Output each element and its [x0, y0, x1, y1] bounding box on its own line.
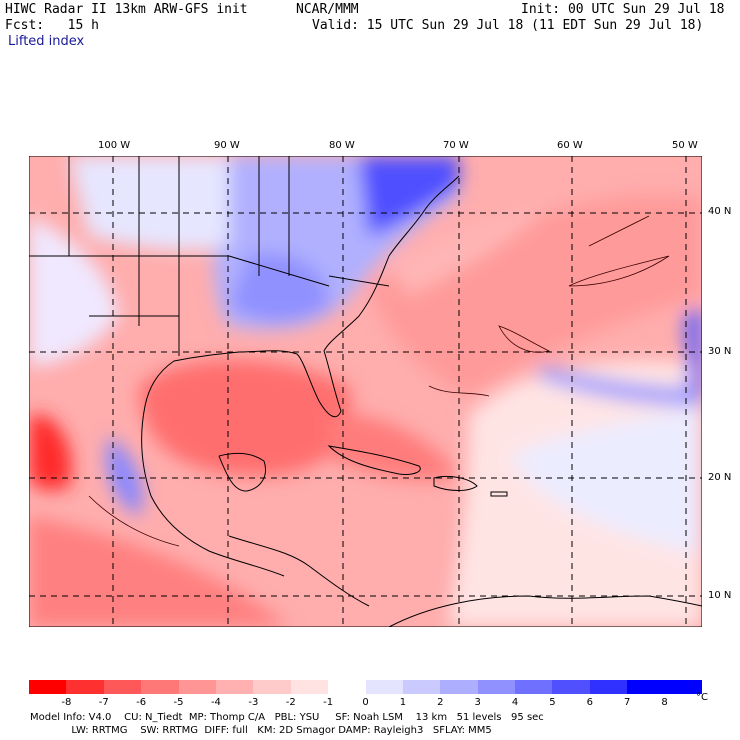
- colorbar-swatch: [178, 680, 216, 694]
- colorbar-swatch: [440, 680, 478, 694]
- valid-time: Valid: 15 UTC Sun 29 Jul 18 (11 EDT Sun …: [312, 18, 704, 33]
- gulf-unstable-region: [139, 359, 351, 476]
- lon-label-80w: 80 W: [329, 140, 355, 151]
- lon-label-60w: 60 W: [557, 140, 583, 151]
- colorbar-tick-label: 7: [624, 697, 631, 708]
- upper-midwest-neutral: [69, 156, 229, 251]
- ohio-valley-stable: [229, 253, 329, 321]
- colorbar-tick-label: 5: [549, 697, 556, 708]
- colorbar-tick-label: -8: [61, 697, 72, 708]
- colorbar-swatch: [253, 680, 291, 694]
- contours: [88, 215, 670, 547]
- colorbar-tick-label: 4: [511, 697, 519, 708]
- caribbean-unstable-region: [329, 414, 459, 480]
- lifted-index-map: [29, 156, 702, 627]
- colorbar-swatch: [477, 680, 516, 694]
- colorbar-swatch: [290, 680, 329, 694]
- model-info-line-1: Model Info: V4.0 CU: N_Tiedt MP: Thomp C…: [30, 712, 544, 723]
- model-info-line-2: LW: RRTMG SW: RRTMG DIFF: full KM: 2D Sm…: [30, 725, 492, 736]
- colorbar-swatch: [365, 680, 403, 694]
- lat-label-40n: 40 N: [708, 206, 732, 217]
- colorbar-swatch: [627, 680, 665, 694]
- lat-label-30n: 30 N: [708, 346, 732, 357]
- colorbar-tick-label: -6: [136, 697, 147, 708]
- colorbar-swatch: [552, 680, 590, 694]
- colorbar-tick-label: 0: [362, 697, 369, 708]
- colorbar-swatch: [589, 680, 628, 694]
- colorbar-tick-label: 8: [661, 697, 668, 708]
- gulf-stream-unstable: [389, 206, 549, 296]
- subtropical-high-band: [539, 366, 702, 406]
- colorbar-tick-label: -1: [323, 697, 334, 708]
- lon-label-90w: 90 W: [214, 140, 240, 151]
- colorbar-tick-label: -4: [210, 697, 221, 708]
- eastern-pacific-region: [29, 516, 289, 627]
- graticule: [29, 156, 702, 627]
- west-mexico-unstable-region: [29, 414, 72, 491]
- colorbar-tick-label: -5: [173, 697, 184, 708]
- lon-label-50w: 50 W: [672, 140, 698, 151]
- southwest-neutral: [29, 216, 119, 366]
- colorbar-swatch: [328, 680, 366, 694]
- colorbar-tick-label: 2: [437, 697, 444, 708]
- colorbar-tick-label: -2: [285, 697, 296, 708]
- mexico-stable-spot: [106, 436, 143, 516]
- colorbar-swatch: [215, 680, 254, 694]
- colorbar-unit: °C: [696, 692, 708, 703]
- lon-label-100w: 100 W: [98, 140, 131, 151]
- colorbar-swatch: [103, 680, 142, 694]
- forecast-hour: Fcst: 15 h: [5, 18, 99, 33]
- new-england-stable-core: [359, 156, 459, 236]
- colorbar-swatch: [66, 680, 104, 694]
- field-name: Lifted index: [8, 34, 85, 49]
- colorbar-tick-label: -3: [248, 697, 259, 708]
- colorbar-swatch: [141, 680, 179, 694]
- atlantic-light-blue-region: [509, 406, 702, 556]
- colorbar-tick-label: 6: [586, 697, 594, 708]
- colorbar-swatch: [402, 680, 441, 694]
- init-time: Init: 00 UTC Sun 29 Jul 18: [521, 2, 725, 17]
- organization: NCAR/MMM: [296, 2, 359, 17]
- coastlines: [29, 156, 702, 627]
- colorbar: [29, 680, 703, 694]
- colorbar-tick-label: 1: [399, 697, 407, 708]
- model-title: HIWC Radar II 13km ARW-GFS init: [5, 2, 248, 17]
- colorbar-swatch: [29, 680, 67, 694]
- lon-label-70w: 70 W: [443, 140, 469, 151]
- lat-label-20n: 20 N: [708, 472, 732, 483]
- colorbar-tick-label: -7: [98, 697, 109, 708]
- east-edge-stable: [684, 306, 702, 396]
- colorbar-tick-label: 3: [474, 697, 481, 708]
- lat-label-10n: 10 N: [708, 590, 732, 601]
- colorbar-swatch: [664, 680, 703, 694]
- colorbar-swatch: [515, 680, 553, 694]
